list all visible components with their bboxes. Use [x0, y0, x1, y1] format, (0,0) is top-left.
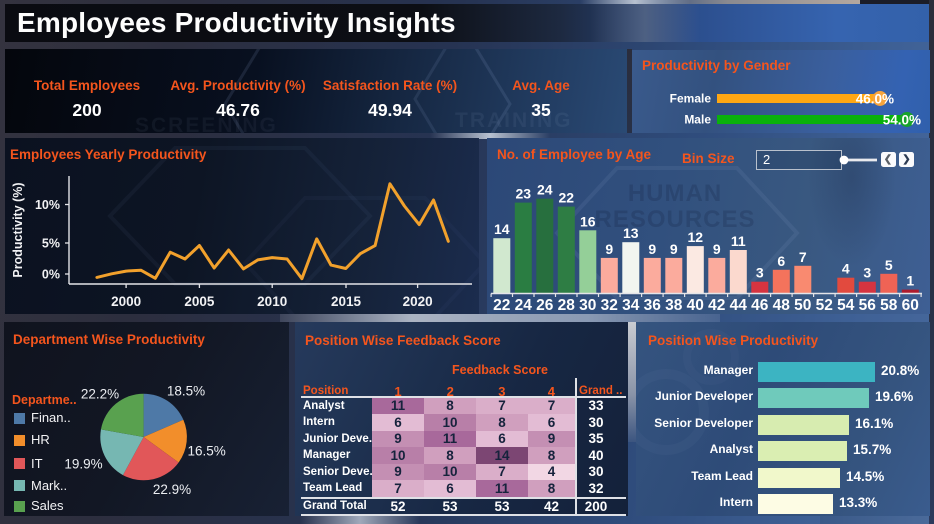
svg-text:9: 9 — [648, 241, 656, 257]
svg-text:30: 30 — [579, 297, 596, 314]
svg-text:Female: Female — [670, 92, 712, 106]
svg-text:54.0%: 54.0% — [883, 113, 921, 128]
svg-text:38: 38 — [665, 297, 683, 314]
svg-text:50: 50 — [794, 297, 811, 314]
svg-text:SCREENING: SCREENING — [135, 114, 278, 133]
svg-text:24: 24 — [515, 297, 533, 314]
svg-text:58: 58 — [880, 297, 898, 314]
svg-text:24: 24 — [537, 182, 553, 198]
svg-text:54: 54 — [837, 297, 855, 314]
svg-text:16.5%: 16.5% — [187, 444, 225, 459]
svg-text:2010: 2010 — [257, 294, 287, 309]
svg-text:2000: 2000 — [111, 294, 141, 309]
svg-text:18.5%: 18.5% — [167, 384, 205, 399]
svg-text:56: 56 — [859, 297, 877, 314]
svg-text:40: 40 — [687, 297, 704, 314]
svg-text:2020: 2020 — [403, 294, 433, 309]
svg-text:46: 46 — [751, 297, 769, 314]
svg-text:4: 4 — [842, 261, 850, 277]
svg-text:11: 11 — [731, 233, 746, 249]
svg-text:HUMAN: HUMAN — [628, 180, 722, 207]
svg-text:3: 3 — [863, 265, 871, 281]
svg-text:5: 5 — [885, 257, 893, 273]
svg-text:14: 14 — [494, 221, 510, 237]
svg-text:19.9%: 19.9% — [64, 457, 102, 472]
svg-text:60: 60 — [902, 297, 919, 314]
svg-text:13: 13 — [623, 225, 639, 241]
svg-text:Productivity (%): Productivity (%) — [11, 182, 25, 277]
svg-text:TRAINING: TRAINING — [455, 109, 573, 132]
svg-text:44: 44 — [730, 297, 748, 314]
svg-text:10%: 10% — [35, 198, 60, 212]
svg-text:12: 12 — [688, 229, 704, 245]
svg-text:16: 16 — [580, 213, 596, 229]
svg-text:46.0%: 46.0% — [856, 92, 894, 107]
svg-text:9: 9 — [713, 241, 721, 257]
svg-text:22.2%: 22.2% — [81, 387, 119, 402]
svg-text:Male: Male — [684, 113, 711, 127]
svg-text:22: 22 — [559, 190, 575, 206]
svg-text:42: 42 — [708, 297, 725, 314]
svg-text:6: 6 — [777, 253, 785, 269]
svg-text:1: 1 — [906, 273, 914, 289]
svg-text:RESOURCES: RESOURCES — [594, 206, 755, 233]
svg-text:2015: 2015 — [331, 294, 362, 309]
svg-text:2005: 2005 — [184, 294, 215, 309]
svg-text:0%: 0% — [42, 268, 60, 282]
svg-text:3: 3 — [756, 265, 764, 281]
svg-text:34: 34 — [622, 297, 640, 314]
svg-text:5%: 5% — [42, 237, 60, 251]
svg-text:48: 48 — [773, 297, 791, 314]
svg-text:28: 28 — [558, 297, 576, 314]
svg-text:36: 36 — [644, 297, 662, 314]
svg-text:23: 23 — [516, 186, 532, 202]
svg-text:22.9%: 22.9% — [153, 482, 191, 497]
svg-text:32: 32 — [601, 297, 618, 314]
svg-text:52: 52 — [816, 297, 833, 314]
svg-text:22: 22 — [493, 297, 510, 314]
svg-text:26: 26 — [536, 297, 554, 314]
svg-text:9: 9 — [670, 241, 678, 257]
svg-text:7: 7 — [799, 249, 807, 265]
svg-text:9: 9 — [605, 241, 613, 257]
